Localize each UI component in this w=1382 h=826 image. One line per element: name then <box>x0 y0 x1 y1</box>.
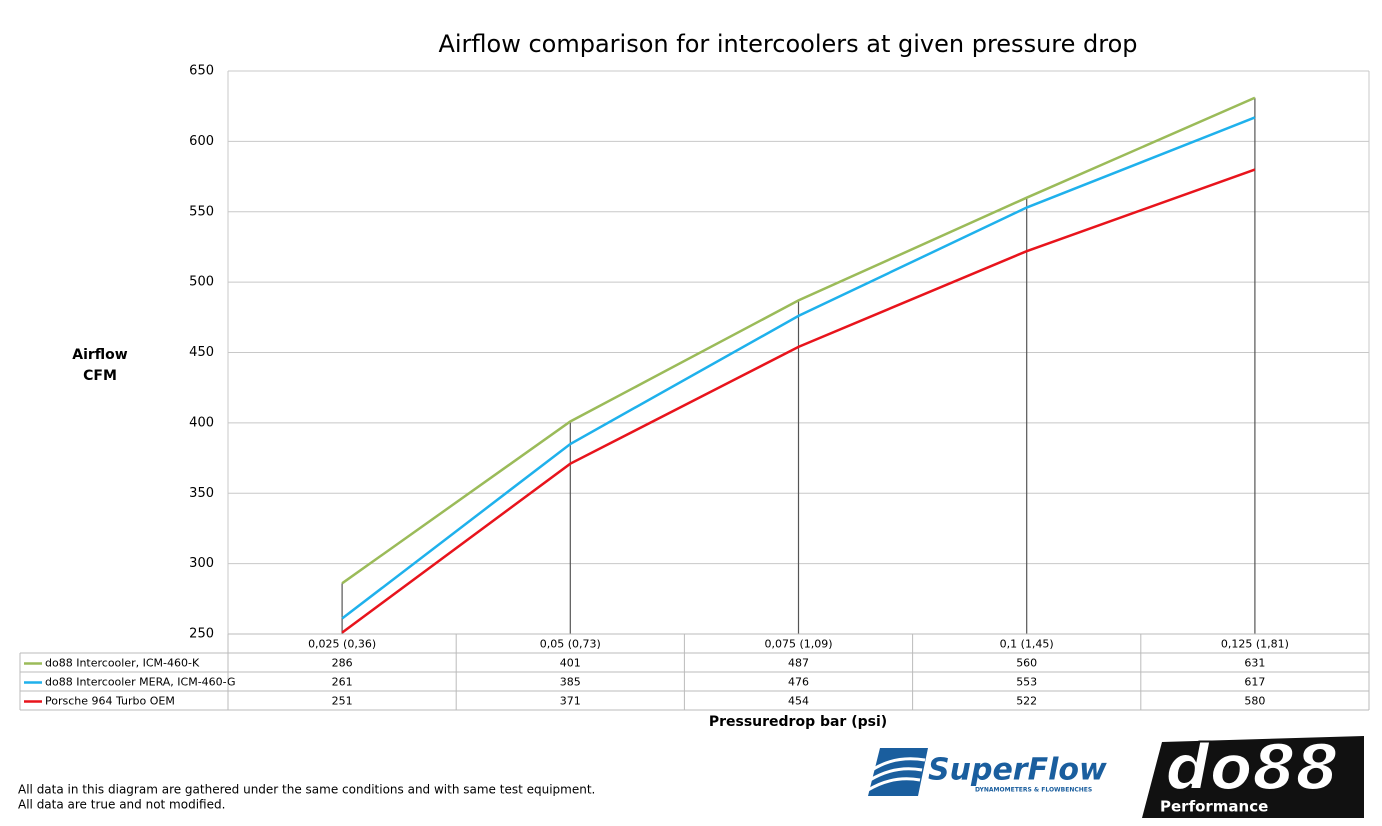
logo-text: Performance <box>1160 798 1268 816</box>
table-value: 560 <box>1016 657 1037 670</box>
table-value: 487 <box>788 657 809 670</box>
series-line <box>341 96 1256 585</box>
y-tick-label: 350 <box>189 486 214 501</box>
series-line <box>341 116 1256 620</box>
table-value: 522 <box>1016 695 1037 708</box>
table-value: 476 <box>788 676 809 689</box>
x-axis-label: Pressuredrop bar (psi) <box>709 714 887 730</box>
legend-label: Porsche 964 Turbo OEM <box>45 695 175 708</box>
y-axis-label: CFM <box>83 368 117 384</box>
table-value: 286 <box>332 657 353 670</box>
logo-text: SuperFlow <box>928 753 1107 788</box>
footnote: All data in this diagram are gathered un… <box>18 783 595 797</box>
y-tick-label: 250 <box>189 627 214 642</box>
logo-text: DYNAMOMETERS & FLOWBENCHES <box>975 787 1092 794</box>
legend-label: do88 Intercooler MERA, ICM-460-G <box>45 676 236 689</box>
table-value: 454 <box>788 695 809 708</box>
logo-shape <box>868 748 928 796</box>
x-tick-label: 0,075 (1,09) <box>764 638 832 651</box>
x-tick-label: 0,125 (1,81) <box>1221 638 1289 651</box>
table-value: 261 <box>332 676 353 689</box>
table-value: 385 <box>560 676 581 689</box>
x-tick-label: 0,05 (0,73) <box>540 638 601 651</box>
table-value: 401 <box>560 657 581 670</box>
y-tick-label: 500 <box>189 275 214 290</box>
logo-text: do88 <box>1165 731 1338 804</box>
table-value: 631 <box>1244 657 1265 670</box>
footnote: All data are true and not modified. <box>18 798 225 812</box>
logo-shape <box>867 757 926 792</box>
table-value: 617 <box>1244 676 1265 689</box>
x-tick-label: 0,1 (1,45) <box>1000 638 1054 651</box>
y-tick-label: 450 <box>189 345 214 360</box>
legend-label: do88 Intercooler, ICM-460-K <box>45 657 200 670</box>
x-tick-label: 0,025 (0,36) <box>308 638 376 651</box>
table-value: 580 <box>1244 695 1265 708</box>
series-line <box>341 168 1256 634</box>
superflow-logo: SuperFlow DYNAMOMETERS & FLOWBENCHES <box>867 748 1107 796</box>
table-value: 553 <box>1016 676 1037 689</box>
y-axis-label: Airflow <box>72 347 128 363</box>
y-tick-label: 550 <box>189 204 214 219</box>
y-tick-label: 600 <box>189 134 214 149</box>
y-tick-label: 400 <box>189 415 214 430</box>
table-value: 371 <box>560 695 581 708</box>
table-value: 251 <box>332 695 353 708</box>
chart-title: Airflow comparison for intercoolers at g… <box>438 30 1137 58</box>
y-tick-label: 300 <box>189 556 214 571</box>
logo-shape <box>1142 736 1364 818</box>
y-tick-label: 650 <box>189 64 214 79</box>
do88-logo: do88 Performance <box>1142 730 1364 818</box>
